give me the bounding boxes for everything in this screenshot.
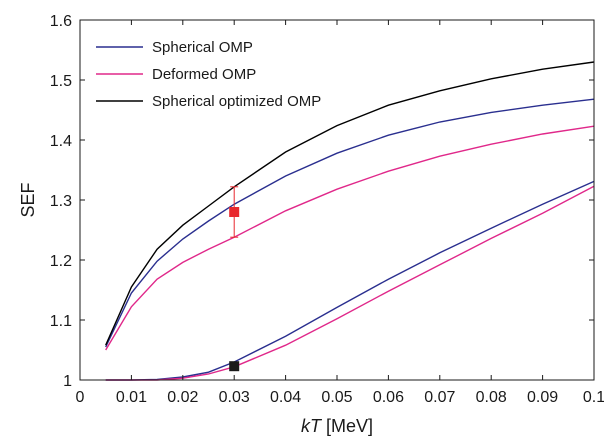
x-tick-label: 0.08 [476,389,507,406]
series-line-spherical-omp-1 [105,98,595,348]
x-tick-label: 0.1 [583,389,604,406]
y-axis-label: SEF [18,182,38,217]
x-tick-label: 0.09 [527,389,558,406]
x-tick-label: 0.05 [321,389,352,406]
y-tick-label: 1.4 [50,133,72,150]
x-tick-label: 0.06 [373,389,404,406]
x-tick-label: 0.04 [270,389,301,406]
y-tick-label: 1.6 [50,13,72,30]
series-line-spherical-optimized-omp-1 [105,61,595,346]
x-tick-label: 0.07 [424,389,455,406]
legend-label: Deformed OMP [152,66,256,83]
x-tick-label: 0.01 [116,389,147,406]
y-tick-label: 1.5 [50,73,72,90]
x-axis-label-italic: kT [301,416,323,436]
axes: 0 0.01 0.02 0.03 0.04 0.05 0.06 0.07 0.08 0.09 0.1… [50,13,604,406]
legend: Spherical OMP Deformed OMP Spherical optim… [96,39,321,110]
y-tick-label: 1.2 [50,253,72,270]
y-tick-label: 1 [63,373,72,390]
x-tick-label: 0.03 [219,389,250,406]
series-line-deformed-omp-2 [105,185,595,381]
x-axis-label: kT [MeV] [301,416,373,436]
legend-label: Spherical OMP [152,39,253,56]
series-line-spherical-omp-2 [105,180,595,381]
x-tick-label: 0 [76,389,85,406]
x-tick-label: 0.02 [167,389,198,406]
series-line-deformed-omp-1 [105,125,595,351]
y-tick-label: 1.3 [50,193,72,210]
data-marker-1 [229,207,240,217]
x-axis-label-unit: [MeV] [321,416,373,436]
legend-label: Spherical optimized OMP [152,93,321,110]
data-marker-2 [229,361,240,372]
y-tick-label: 1.1 [50,313,72,330]
